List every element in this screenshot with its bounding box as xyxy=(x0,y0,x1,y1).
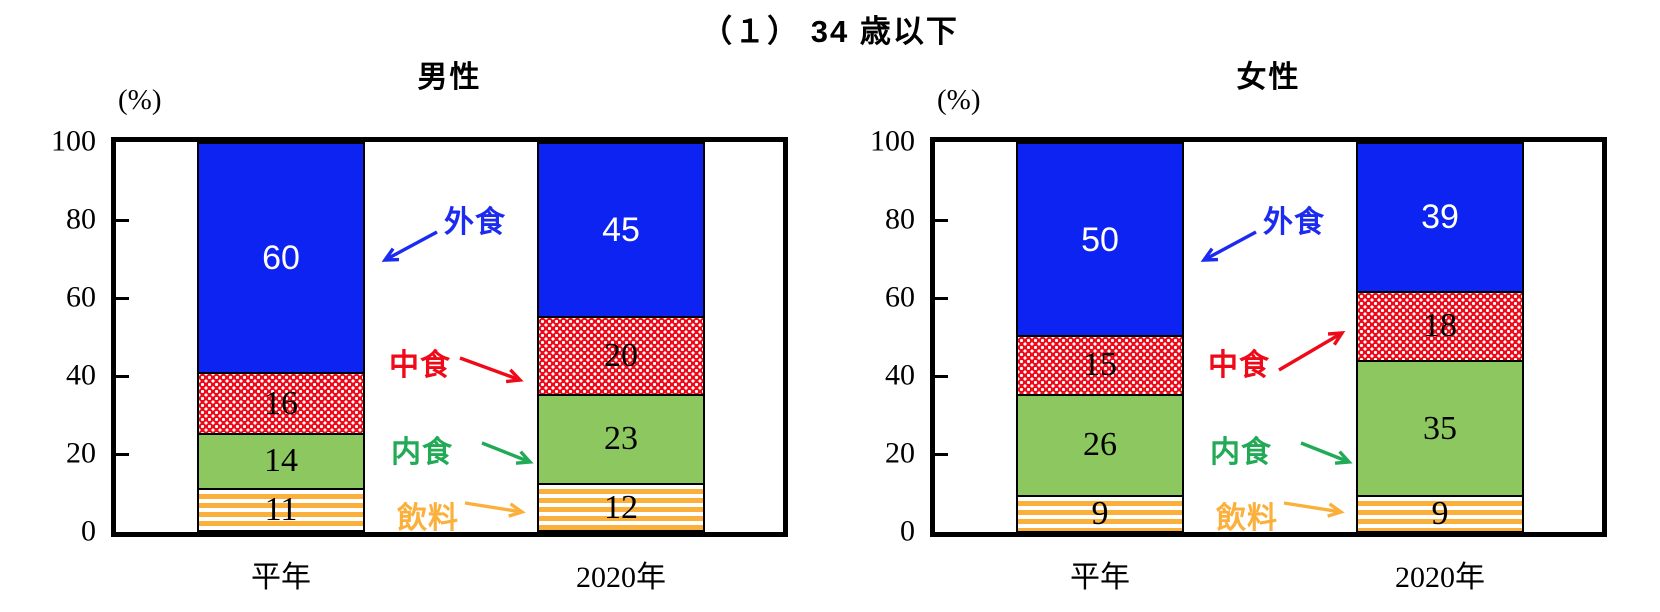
legend-arrows xyxy=(1200,230,1353,518)
arrowhead-gaishoku xyxy=(381,247,400,262)
segment-value: 39 xyxy=(1421,198,1459,237)
arrowhead-chushoku xyxy=(505,368,524,384)
segment-value: 9 xyxy=(1431,495,1449,533)
legend-label-inryo: 飲料 xyxy=(397,502,459,535)
panel-female: 女性 (%) 50 15 26 9 39 18 35 9 外食中食内食飲料 100 80 60 40 2… xyxy=(819,0,1660,612)
x-category-label: 平年 xyxy=(1070,561,1130,594)
segment-inryo: 9 xyxy=(1356,495,1524,534)
legend-label-gaishoku: 外食 xyxy=(1263,206,1325,239)
segment-value: 16 xyxy=(264,384,298,422)
arrow-chushoku xyxy=(1278,331,1343,372)
figure-title: （１） 34 歳以下 xyxy=(701,14,959,49)
arrowhead-inryo xyxy=(1327,502,1345,518)
panel-title-male: 男性 xyxy=(417,61,482,94)
arrow-naishoku xyxy=(481,441,531,464)
arrowhead-chushoku xyxy=(1327,331,1346,346)
bar-2020年: 45 20 23 12 xyxy=(537,142,705,532)
bar-平年: 60 16 14 11 xyxy=(197,142,365,532)
arrowhead-naishoku xyxy=(1334,450,1353,465)
panel-title-female: 女性 xyxy=(1236,61,1301,94)
legend-label-naishoku: 内食 xyxy=(391,436,453,469)
segment-value: 12 xyxy=(604,488,638,526)
y-axis-tick xyxy=(116,296,129,300)
arrow-gaishoku xyxy=(384,230,438,262)
y-tick-label: 20 xyxy=(66,436,96,470)
panel-male: 男性 (%) 60 16 14 11 45 20 23 12 外食中食内食飲料 100 80 60 4… xyxy=(51,61,788,594)
segment-naishoku: 26 xyxy=(1016,395,1184,497)
y-axis-tick xyxy=(935,374,948,378)
x-category-label: 平年 xyxy=(251,561,311,594)
y-tick-label: 40 xyxy=(885,358,915,392)
segment-chushoku: 16 xyxy=(197,373,365,436)
y-axis-tick xyxy=(116,218,129,222)
arrow-inryo xyxy=(464,501,523,514)
y-axis-tick xyxy=(116,452,129,456)
segment-inryo: 11 xyxy=(197,489,365,532)
segment-chushoku: 18 xyxy=(1356,292,1524,363)
segment-chushoku: 15 xyxy=(1016,337,1184,396)
segment-naishoku: 14 xyxy=(197,435,365,490)
legend-label-naishoku: 内食 xyxy=(1210,436,1272,469)
legend-label-chushoku: 中食 xyxy=(389,349,451,382)
segment-value: 50 xyxy=(1081,220,1119,259)
segment-naishoku: 23 xyxy=(537,395,705,486)
plot-area: 60 16 14 11 45 20 23 12 外食中食内食飲料 xyxy=(116,142,783,535)
y-tick-label: 60 xyxy=(885,280,915,314)
bar-2020年: 39 18 35 9 xyxy=(1356,142,1524,534)
y-axis-unit-label: (%) xyxy=(118,84,162,116)
segment-value: 45 xyxy=(602,210,640,249)
legend-label-inryo: 飲料 xyxy=(1216,502,1278,535)
segment-chushoku: 20 xyxy=(537,317,705,396)
y-tick-label: 100 xyxy=(870,124,915,158)
segment-gaishoku: 39 xyxy=(1356,142,1524,293)
arrowhead-gaishoku xyxy=(1200,247,1219,262)
segment-value: 26 xyxy=(1083,426,1117,464)
segment-value: 60 xyxy=(262,238,300,277)
y-tick-label: 60 xyxy=(66,280,96,314)
segment-value: 9 xyxy=(1091,494,1109,532)
legend-arrows xyxy=(381,230,534,518)
x-category-label: 2020年 xyxy=(576,561,666,594)
segment-gaishoku: 50 xyxy=(1016,142,1184,337)
segment-inryo: 12 xyxy=(537,485,705,532)
bar-平年: 50 15 26 9 xyxy=(1016,142,1184,533)
y-tick-label: 0 xyxy=(900,514,915,548)
y-tick-label: 40 xyxy=(66,358,96,392)
segment-value: 14 xyxy=(264,442,298,480)
y-axis-tick xyxy=(935,218,948,222)
arrowhead-inryo xyxy=(508,502,526,518)
y-axis-unit-label: (%) xyxy=(937,84,981,116)
segment-value: 11 xyxy=(264,490,298,528)
arrow-gaishoku xyxy=(1203,230,1257,262)
segment-value: 35 xyxy=(1423,409,1457,447)
legend-label-gaishoku: 外食 xyxy=(444,206,506,239)
arrowhead-naishoku xyxy=(515,450,534,465)
y-axis-tick xyxy=(935,296,948,300)
x-category-label: 2020年 xyxy=(1395,561,1485,594)
y-tick-label: 80 xyxy=(66,202,96,236)
plot-frame: 50 15 26 9 39 18 35 9 外食中食内食飲料 xyxy=(930,137,1607,537)
plot-frame: 60 16 14 11 45 20 23 12 外食中食内食飲料 xyxy=(111,137,788,537)
segment-value: 15 xyxy=(1083,346,1117,384)
segment-gaishoku: 45 xyxy=(537,142,705,318)
y-tick-label: 0 xyxy=(81,514,96,548)
segment-inryo: 9 xyxy=(1016,494,1184,533)
plot-area: 50 15 26 9 39 18 35 9 外食中食内食飲料 xyxy=(935,142,1602,535)
y-tick-label: 80 xyxy=(885,202,915,236)
y-tick-label: 100 xyxy=(51,124,96,158)
segment-value: 20 xyxy=(604,336,638,374)
y-axis-tick xyxy=(935,452,948,456)
y-axis-tick xyxy=(116,374,129,378)
arrow-inryo xyxy=(1283,501,1342,514)
segment-value: 23 xyxy=(604,420,638,458)
segment-gaishoku: 60 xyxy=(197,142,365,374)
legend-label-chushoku: 中食 xyxy=(1208,349,1270,382)
arrow-chushoku xyxy=(459,356,521,382)
segment-value: 18 xyxy=(1423,307,1457,345)
arrow-naishoku xyxy=(1300,441,1350,464)
segment-naishoku: 35 xyxy=(1356,362,1524,498)
y-tick-label: 20 xyxy=(885,436,915,470)
